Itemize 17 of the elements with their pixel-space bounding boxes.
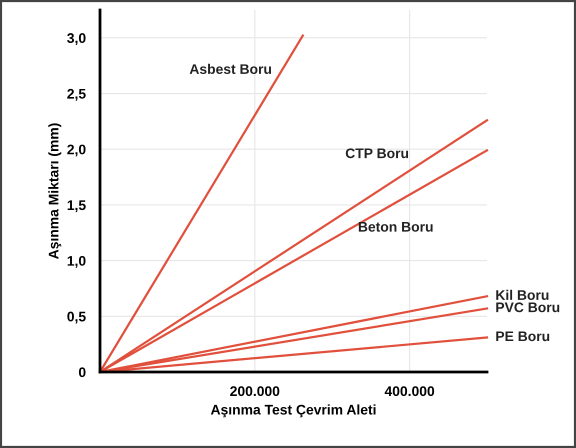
y-axis-title: Aşınma Miktarı (mm) [48,123,62,259]
y-tick-label: 2,5 [67,88,86,101]
series-label: PVC Boru [496,302,560,312]
y-tick-label: 1,0 [68,256,86,268]
x-tick-label: 400.000 [384,386,434,396]
series-label: Kil Boru [496,290,548,300]
series-label: Asbest Boru [190,64,272,74]
y-tick-label: 1,5 [68,200,86,212]
series-label: Beton Boru [358,222,433,232]
y-tick-label: 3,0 [67,33,86,46]
y-tick-label: 0 [78,367,86,378]
series-label: CTP Boru [346,148,408,158]
x-axis-title: Aşınma Test Çevrim Aleti [210,404,376,418]
x-tick-label: 200.000 [230,386,280,396]
series-label: PE Boru [496,332,550,342]
y-tick-label: 0,5 [67,312,86,324]
y-tick-label: 2,0 [67,144,86,156]
